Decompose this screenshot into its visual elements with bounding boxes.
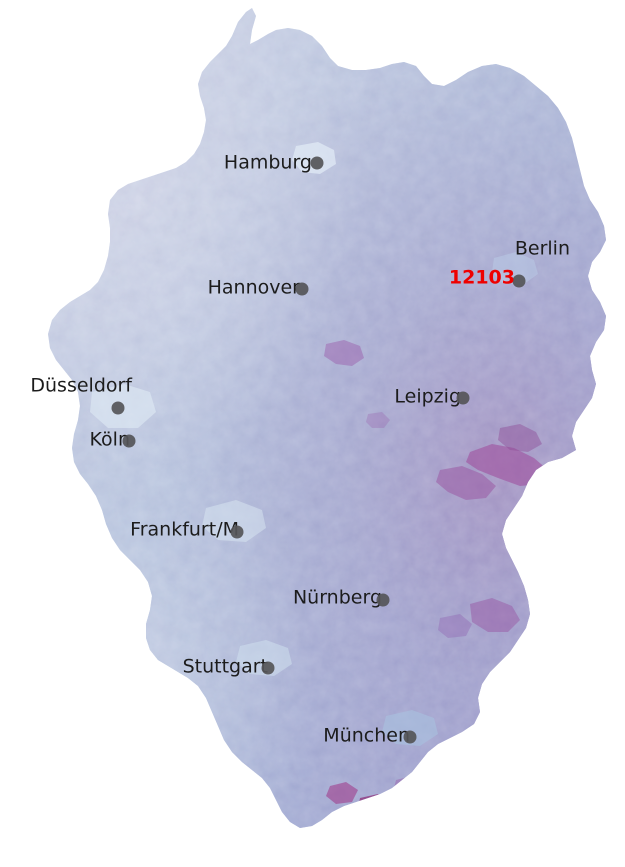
city-label-muenchen: München — [323, 724, 410, 747]
city-marker-duesseldorf[interactable] — [111, 401, 125, 415]
highlighted-postal-code-label: 12103 — [448, 266, 515, 289]
city-marker-frankfurt[interactable] — [230, 525, 244, 539]
city-label-duesseldorf: Düsseldorf — [30, 374, 132, 397]
city-label-leipzig: Leipzig — [394, 385, 461, 408]
city-marker-koeln[interactable] — [122, 434, 136, 448]
city-marker-stuttgart[interactable] — [261, 661, 275, 675]
city-marker-hamburg[interactable] — [310, 156, 324, 170]
city-label-frankfurt: Frankfurt/M — [130, 518, 239, 541]
city-label-hamburg: Hamburg — [223, 151, 312, 174]
city-label-stuttgart: Stuttgart — [182, 655, 268, 678]
city-marker-hannover[interactable] — [295, 282, 309, 296]
city-label-hannover: Hannover — [207, 276, 300, 299]
city-label-berlin: Berlin — [514, 237, 570, 260]
city-marker-leipzig[interactable] — [456, 391, 470, 405]
city-marker-berlin[interactable] — [512, 274, 526, 288]
city-label-koeln: Köln — [89, 428, 130, 451]
city-marker-nuernberg[interactable] — [376, 593, 390, 607]
city-label-nuernberg: Nürnberg — [292, 586, 382, 609]
city-marker-muenchen[interactable] — [403, 730, 417, 744]
